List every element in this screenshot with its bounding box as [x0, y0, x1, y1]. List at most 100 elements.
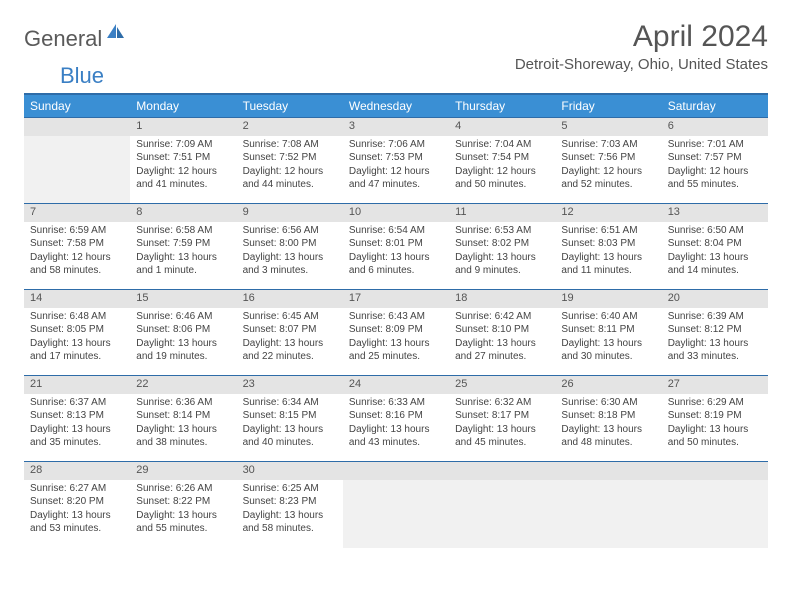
day-number-cell: 12	[555, 204, 661, 222]
sunset-line: Sunset: 8:19 PM	[668, 409, 762, 423]
sunset-line: Sunset: 7:56 PM	[561, 151, 655, 165]
daylight-line: Daylight: 13 hours and 25 minutes.	[349, 337, 443, 364]
sunrise-line: Sunrise: 6:32 AM	[455, 396, 549, 410]
day-content-cell: Sunrise: 6:27 AMSunset: 8:20 PMDaylight:…	[24, 480, 130, 548]
day-number-row: 123456	[24, 118, 768, 136]
day-content-cell: Sunrise: 6:32 AMSunset: 8:17 PMDaylight:…	[449, 394, 555, 462]
day-content-cell: Sunrise: 6:30 AMSunset: 8:18 PMDaylight:…	[555, 394, 661, 462]
day-content-cell: Sunrise: 6:46 AMSunset: 8:06 PMDaylight:…	[130, 308, 236, 376]
day-number-cell: 13	[662, 204, 768, 222]
sunrise-line: Sunrise: 6:50 AM	[668, 224, 762, 238]
day-content-cell: Sunrise: 6:56 AMSunset: 8:00 PMDaylight:…	[237, 222, 343, 290]
logo-text-general: General	[24, 26, 102, 52]
day-number-cell: 9	[237, 204, 343, 222]
daylight-line: Daylight: 13 hours and 43 minutes.	[349, 423, 443, 450]
sunrise-line: Sunrise: 6:26 AM	[136, 482, 230, 496]
day-number-cell: 5	[555, 118, 661, 136]
weekday-header: Sunday	[24, 94, 130, 118]
daylight-line: Daylight: 13 hours and 53 minutes.	[30, 509, 124, 536]
day-content-cell	[343, 480, 449, 548]
day-content-cell: Sunrise: 6:25 AMSunset: 8:23 PMDaylight:…	[237, 480, 343, 548]
day-number-row: 21222324252627	[24, 376, 768, 394]
sunset-line: Sunset: 8:07 PM	[243, 323, 337, 337]
daylight-line: Daylight: 13 hours and 48 minutes.	[561, 423, 655, 450]
day-number-cell	[343, 462, 449, 480]
daylight-line: Daylight: 13 hours and 35 minutes.	[30, 423, 124, 450]
day-content-cell: Sunrise: 7:06 AMSunset: 7:53 PMDaylight:…	[343, 136, 449, 204]
sunrise-line: Sunrise: 6:33 AM	[349, 396, 443, 410]
day-number-cell: 6	[662, 118, 768, 136]
daylight-line: Daylight: 13 hours and 38 minutes.	[136, 423, 230, 450]
day-number-cell: 27	[662, 376, 768, 394]
day-content-cell: Sunrise: 6:36 AMSunset: 8:14 PMDaylight:…	[130, 394, 236, 462]
sunset-line: Sunset: 8:23 PM	[243, 495, 337, 509]
weekday-header: Thursday	[449, 94, 555, 118]
weekday-header: Wednesday	[343, 94, 449, 118]
sunrise-line: Sunrise: 6:30 AM	[561, 396, 655, 410]
sunset-line: Sunset: 8:17 PM	[455, 409, 549, 423]
day-number-cell: 24	[343, 376, 449, 394]
daylight-line: Daylight: 12 hours and 52 minutes.	[561, 165, 655, 192]
daylight-line: Daylight: 13 hours and 9 minutes.	[455, 251, 549, 278]
daylight-line: Daylight: 13 hours and 14 minutes.	[668, 251, 762, 278]
day-number-cell	[555, 462, 661, 480]
sunset-line: Sunset: 7:52 PM	[243, 151, 337, 165]
sunrise-line: Sunrise: 6:29 AM	[668, 396, 762, 410]
sunset-line: Sunset: 8:01 PM	[349, 237, 443, 251]
sunrise-line: Sunrise: 7:04 AM	[455, 138, 549, 152]
day-number-row: 78910111213	[24, 204, 768, 222]
daylight-line: Daylight: 13 hours and 1 minute.	[136, 251, 230, 278]
day-content-cell: Sunrise: 6:59 AMSunset: 7:58 PMDaylight:…	[24, 222, 130, 290]
day-content-cell: Sunrise: 6:33 AMSunset: 8:16 PMDaylight:…	[343, 394, 449, 462]
day-content-cell: Sunrise: 6:26 AMSunset: 8:22 PMDaylight:…	[130, 480, 236, 548]
day-number-cell: 7	[24, 204, 130, 222]
sunset-line: Sunset: 7:51 PM	[136, 151, 230, 165]
weekday-header: Friday	[555, 94, 661, 118]
sunrise-line: Sunrise: 6:27 AM	[30, 482, 124, 496]
day-content-cell: Sunrise: 6:29 AMSunset: 8:19 PMDaylight:…	[662, 394, 768, 462]
day-content-cell: Sunrise: 6:51 AMSunset: 8:03 PMDaylight:…	[555, 222, 661, 290]
sunrise-line: Sunrise: 6:37 AM	[30, 396, 124, 410]
day-number-cell: 29	[130, 462, 236, 480]
sunset-line: Sunset: 8:11 PM	[561, 323, 655, 337]
weekday-header-row: Sunday Monday Tuesday Wednesday Thursday…	[24, 94, 768, 118]
sunrise-line: Sunrise: 6:34 AM	[243, 396, 337, 410]
day-number-cell: 28	[24, 462, 130, 480]
sunset-line: Sunset: 8:13 PM	[30, 409, 124, 423]
day-number-cell: 26	[555, 376, 661, 394]
sunset-line: Sunset: 8:22 PM	[136, 495, 230, 509]
day-content-cell: Sunrise: 6:45 AMSunset: 8:07 PMDaylight:…	[237, 308, 343, 376]
day-content-row: Sunrise: 6:59 AMSunset: 7:58 PMDaylight:…	[24, 222, 768, 290]
logo-sail-icon	[106, 23, 126, 44]
sunrise-line: Sunrise: 6:54 AM	[349, 224, 443, 238]
day-number-cell: 30	[237, 462, 343, 480]
sunrise-line: Sunrise: 6:36 AM	[136, 396, 230, 410]
sunrise-line: Sunrise: 7:06 AM	[349, 138, 443, 152]
day-number-row: 282930	[24, 462, 768, 480]
day-content-cell: Sunrise: 7:04 AMSunset: 7:54 PMDaylight:…	[449, 136, 555, 204]
daylight-line: Daylight: 13 hours and 45 minutes.	[455, 423, 549, 450]
day-number-cell: 16	[237, 290, 343, 308]
day-number-cell: 19	[555, 290, 661, 308]
day-content-cell: Sunrise: 6:53 AMSunset: 8:02 PMDaylight:…	[449, 222, 555, 290]
day-content-row: Sunrise: 6:48 AMSunset: 8:05 PMDaylight:…	[24, 308, 768, 376]
sunrise-line: Sunrise: 6:56 AM	[243, 224, 337, 238]
sunrise-line: Sunrise: 6:39 AM	[668, 310, 762, 324]
sunset-line: Sunset: 8:20 PM	[30, 495, 124, 509]
day-number-cell: 3	[343, 118, 449, 136]
logo: General	[24, 26, 128, 52]
sunset-line: Sunset: 8:05 PM	[30, 323, 124, 337]
day-content-cell: Sunrise: 6:37 AMSunset: 8:13 PMDaylight:…	[24, 394, 130, 462]
sunrise-line: Sunrise: 6:25 AM	[243, 482, 337, 496]
daylight-line: Daylight: 13 hours and 27 minutes.	[455, 337, 549, 364]
day-content-cell: Sunrise: 6:48 AMSunset: 8:05 PMDaylight:…	[24, 308, 130, 376]
daylight-line: Daylight: 13 hours and 3 minutes.	[243, 251, 337, 278]
day-content-cell: Sunrise: 6:40 AMSunset: 8:11 PMDaylight:…	[555, 308, 661, 376]
day-number-cell: 20	[662, 290, 768, 308]
daylight-line: Daylight: 12 hours and 58 minutes.	[30, 251, 124, 278]
weekday-header: Saturday	[662, 94, 768, 118]
daylight-line: Daylight: 13 hours and 19 minutes.	[136, 337, 230, 364]
calendar-table: Sunday Monday Tuesday Wednesday Thursday…	[24, 93, 768, 548]
daylight-line: Daylight: 13 hours and 22 minutes.	[243, 337, 337, 364]
day-number-cell: 14	[24, 290, 130, 308]
